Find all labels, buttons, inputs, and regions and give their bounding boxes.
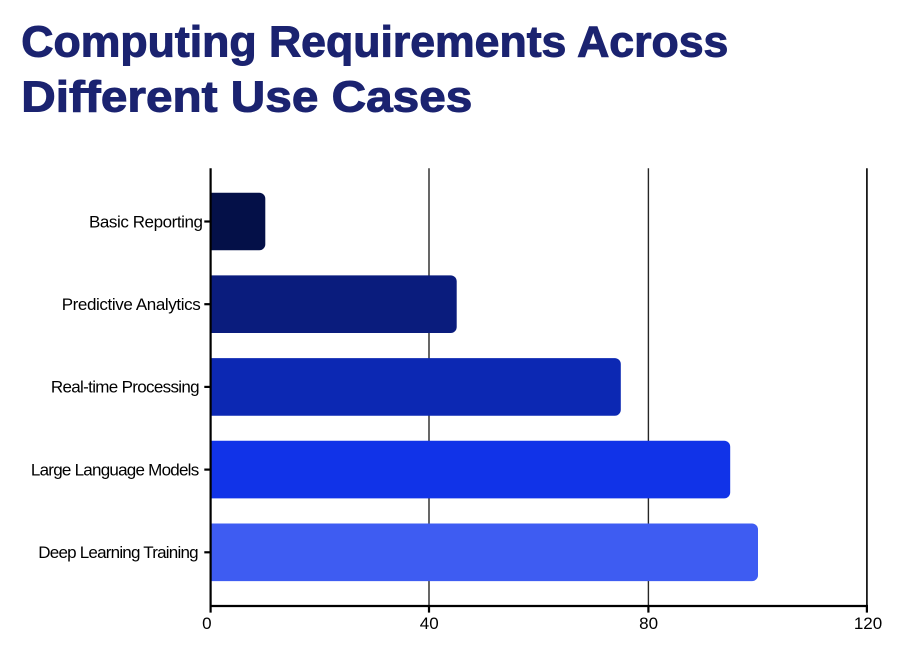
svg-text:Large Language Models: Large Language Models: [31, 460, 199, 479]
svg-text:0: 0: [202, 614, 211, 633]
svg-text:Real-time Processing: Real-time Processing: [51, 378, 200, 397]
svg-text:Basic Reporting: Basic Reporting: [89, 212, 203, 231]
svg-text:Predictive Analytics: Predictive Analytics: [62, 295, 201, 314]
svg-text:120: 120: [854, 614, 882, 633]
svg-text:80: 80: [639, 614, 658, 633]
svg-text:40: 40: [420, 614, 439, 633]
svg-text:Deep Learning Training: Deep Learning Training: [38, 543, 198, 562]
svg-text:Computing Requirements Across: Computing Requirements Across: [21, 18, 728, 66]
svg-text:Different Use Cases: Different Use Cases: [21, 74, 472, 122]
